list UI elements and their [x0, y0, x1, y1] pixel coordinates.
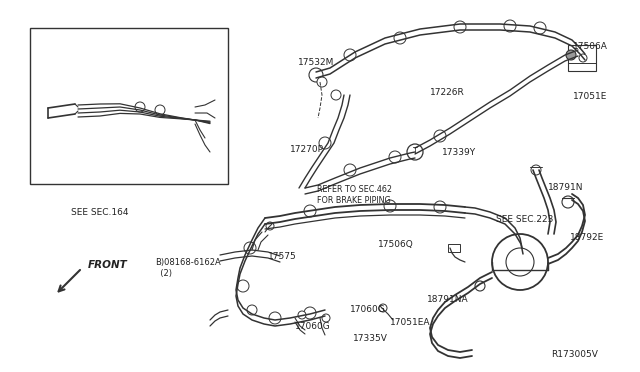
Text: 17532M: 17532M — [298, 58, 334, 67]
Circle shape — [534, 22, 546, 34]
Circle shape — [135, 102, 145, 112]
Circle shape — [322, 314, 330, 322]
Circle shape — [579, 54, 587, 62]
Circle shape — [331, 90, 341, 100]
Circle shape — [394, 32, 406, 44]
Text: 17060G: 17060G — [295, 322, 331, 331]
Circle shape — [506, 248, 534, 276]
Text: T: T — [413, 148, 417, 157]
Circle shape — [155, 105, 165, 115]
Circle shape — [504, 20, 516, 32]
Text: B)08168-6162A
  (2): B)08168-6162A (2) — [155, 258, 221, 278]
Circle shape — [580, 52, 590, 62]
Circle shape — [237, 280, 249, 292]
Circle shape — [344, 49, 356, 61]
Text: FRONT: FRONT — [88, 260, 128, 270]
Bar — [448, 244, 460, 252]
Text: 17051EA: 17051EA — [390, 318, 431, 327]
Text: 17575: 17575 — [268, 252, 297, 261]
Text: 17335V: 17335V — [353, 334, 388, 343]
Bar — [568, 45, 596, 71]
Circle shape — [244, 242, 256, 254]
Text: 18792E: 18792E — [570, 233, 604, 242]
Circle shape — [531, 165, 541, 175]
Circle shape — [434, 201, 446, 213]
Text: R173005V: R173005V — [551, 350, 598, 359]
Circle shape — [309, 68, 323, 82]
Text: 17060G: 17060G — [350, 305, 386, 314]
Circle shape — [319, 137, 331, 149]
Circle shape — [269, 312, 281, 324]
Text: SEE SEC.164: SEE SEC.164 — [71, 208, 129, 217]
Circle shape — [266, 222, 274, 230]
Circle shape — [304, 307, 316, 319]
Circle shape — [344, 164, 356, 176]
Circle shape — [566, 50, 576, 60]
Circle shape — [434, 130, 446, 142]
Text: 17051E: 17051E — [573, 92, 607, 101]
Circle shape — [298, 311, 306, 319]
Circle shape — [492, 234, 548, 290]
Bar — [30, 28, 228, 184]
Text: 17506A: 17506A — [573, 42, 608, 51]
Text: 17270P: 17270P — [290, 145, 324, 154]
Circle shape — [475, 281, 485, 291]
Text: SEE SEC.223: SEE SEC.223 — [496, 215, 554, 224]
Text: REFER TO SEC.462
FOR BRAKE PIPING: REFER TO SEC.462 FOR BRAKE PIPING — [317, 185, 392, 205]
Circle shape — [407, 144, 423, 160]
Text: 17506Q: 17506Q — [378, 240, 413, 249]
Circle shape — [562, 196, 574, 208]
Text: 17339Y: 17339Y — [442, 148, 476, 157]
Circle shape — [379, 304, 387, 312]
Circle shape — [454, 21, 466, 33]
Circle shape — [304, 205, 316, 217]
Circle shape — [247, 305, 257, 315]
Text: 18791NA: 18791NA — [427, 295, 468, 304]
Text: 18791N: 18791N — [548, 183, 584, 192]
Circle shape — [317, 77, 327, 87]
Circle shape — [384, 200, 396, 212]
Text: 17226R: 17226R — [430, 88, 465, 97]
Circle shape — [389, 151, 401, 163]
